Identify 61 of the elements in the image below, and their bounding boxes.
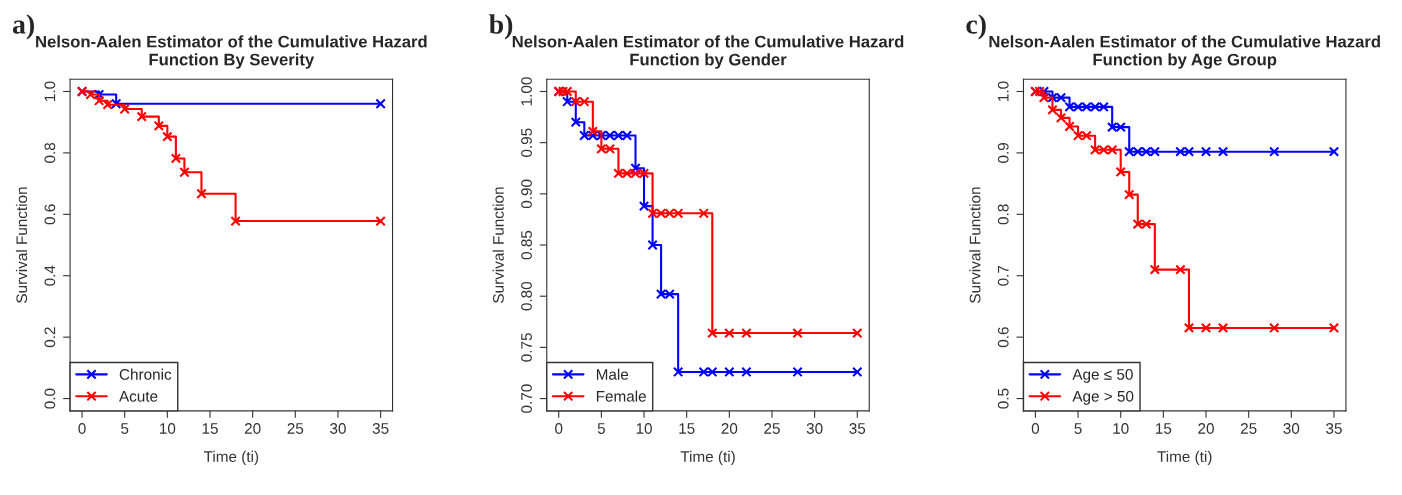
x-tick-label: 20 <box>721 423 738 434</box>
x-tick-label: 15 <box>202 423 218 434</box>
y-tick-label: 0.90 <box>521 179 532 209</box>
chart-title: Nelson-Aalen Estimator of the Cumulative Hazard Function By Severity <box>36 35 427 69</box>
x-tick-label: 35 <box>372 423 389 434</box>
y-tick-label: 0.6 <box>44 204 56 225</box>
legend-label: Female <box>596 390 646 402</box>
chart-title: Nelson-Aalen Estimator of the Cumulative Hazard Function by Gender <box>512 35 904 69</box>
x-tick-label: 35 <box>1326 423 1342 434</box>
x-tick-label: 20 <box>244 423 261 434</box>
y-tick-label: 0.9 <box>997 143 1009 163</box>
x-tick-label: 10 <box>1113 423 1129 434</box>
x-tick-label: 15 <box>679 423 695 434</box>
legend-label: Male <box>596 368 629 380</box>
text: c) <box>966 14 986 40</box>
x-tick-label: 10 <box>636 423 652 434</box>
x-tick-label: 10 <box>160 423 176 434</box>
y-tick-label: 1.0 <box>997 81 1009 101</box>
y-tick-label: 0.75 <box>521 333 532 362</box>
legend-label: Acute <box>119 391 158 402</box>
y-tick-label: 0.4 <box>44 265 56 286</box>
y-tick-label: 1.0 <box>44 81 56 101</box>
x-tick-label: 30 <box>806 423 823 434</box>
x-tick-label: 5 <box>597 423 605 434</box>
y-tick-label: 0.2 <box>44 327 56 348</box>
x-tick-label: 30 <box>1283 423 1300 434</box>
y-tick-label: 0.0 <box>44 388 56 409</box>
text: a) <box>12 14 34 40</box>
x-tick-label: 5 <box>1074 423 1082 434</box>
y-tick-label: 0.8 <box>997 204 1009 225</box>
y-tick-label: 0.95 <box>521 128 532 157</box>
y-axis-title: Survival Function <box>15 187 28 303</box>
x-tick-label: 0 <box>555 423 563 434</box>
x-axis-title: Time (ti) <box>1157 450 1212 466</box>
x-tick-label: 30 <box>330 423 346 434</box>
x-tick-label: 25 <box>1240 423 1257 434</box>
y-tick-label: 0.70 <box>521 384 532 413</box>
chart-title: Nelson-Aalen Estimator of the Cumulative Hazard Function by Age Group <box>989 35 1380 69</box>
x-tick-label: 15 <box>1156 423 1172 434</box>
x-axis-title: Time (ti) <box>203 450 259 466</box>
x-tick-label: 35 <box>849 423 866 434</box>
y-axis-title: Survival Function <box>969 187 981 303</box>
x-tick-label: 20 <box>1198 423 1214 434</box>
text: b) <box>489 14 513 40</box>
x-axis-title: Time (ti) <box>680 450 735 466</box>
y-tick-label: 0.6 <box>997 327 1009 348</box>
y-tick-label: 1.00 <box>521 77 532 106</box>
x-tick-label: 0 <box>78 423 86 434</box>
legend-label: Age > 50 <box>1072 390 1134 405</box>
y-tick-label: 0.5 <box>997 388 1009 409</box>
x-tick-label: 25 <box>764 423 780 434</box>
y-axis-title: Survival Function <box>492 187 504 303</box>
legend-label: Age ≤ 50 <box>1072 369 1133 383</box>
x-tick-label: 5 <box>121 423 129 434</box>
x-tick-label: 25 <box>287 423 304 434</box>
y-tick-label: 0.85 <box>521 230 532 260</box>
legend-label: Chronic <box>119 368 172 380</box>
y-tick-label: 0.80 <box>521 281 532 311</box>
y-tick-label: 0.7 <box>997 265 1009 286</box>
y-tick-label: 0.8 <box>44 142 56 163</box>
x-tick-label: 0 <box>1031 423 1040 434</box>
